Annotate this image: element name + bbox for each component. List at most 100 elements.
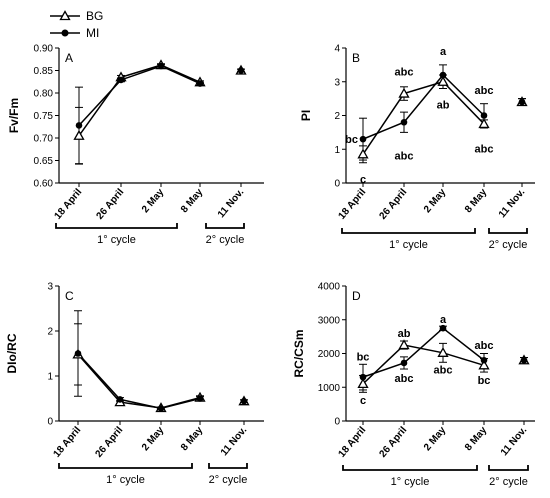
x-tick-label: 2 May: [422, 187, 449, 216]
x-tick-label: 18 April: [337, 187, 369, 222]
chart-panel-b: 0 1 2 3 4 PI 18 April 26 April 2 May 8 May 11 Nov.…: [299, 44, 535, 251]
point-bg: [437, 346, 449, 357]
y-tick-label: 1: [47, 372, 53, 383]
significance-label: abc: [434, 365, 453, 377]
point-mi: [117, 76, 125, 84]
cycle-bracket-1: [342, 465, 478, 471]
significance-label: c: [360, 174, 366, 186]
point-mi: [240, 397, 248, 405]
point-mi: [74, 350, 82, 357]
significance-label: ab: [398, 328, 411, 340]
y-tick-label: 2: [334, 111, 340, 122]
significance-label: a: [440, 314, 447, 326]
x-tick-label: 18 April: [52, 425, 84, 460]
x-tick-label: 18 April: [337, 425, 369, 460]
legend-label: MI: [86, 26, 99, 40]
point-mi: [359, 135, 367, 143]
cycle-bracket-2: [208, 463, 248, 469]
y-tick-label: 0.85: [34, 66, 54, 77]
x-tick-label: 2 May: [422, 425, 449, 454]
point-bg: [437, 75, 449, 86]
x-tick-label: 26 April: [378, 425, 410, 460]
series-line-bg: [362, 344, 485, 385]
point-mi: [75, 122, 83, 129]
x-tick-label: 11 Nov.: [499, 425, 530, 458]
x-tick-label: 26 April: [94, 425, 126, 460]
cycle-label: 2° cycle: [489, 476, 528, 488]
y-tick-label: 0.65: [34, 156, 54, 167]
point-mi: [157, 405, 165, 412]
cycle-label: 1° cycle: [97, 234, 136, 246]
y-tick-label: 4: [334, 44, 340, 55]
point-bg: [398, 87, 410, 98]
y-tick-label: 0: [47, 417, 53, 428]
series-line-mi: [362, 73, 485, 140]
point-mi: [359, 373, 367, 381]
point-bg: [357, 378, 369, 389]
y-tick-label: 0.80: [34, 89, 54, 100]
cycle-bracket-2: [205, 223, 245, 229]
y-axis-label: RC/CSm: [292, 329, 306, 377]
x-tick-label: 26 April: [95, 187, 127, 222]
significance-label: abc: [395, 150, 414, 162]
point-mi: [439, 324, 447, 332]
x-tick-label: 8 May: [463, 425, 490, 454]
y-tick-label: 0.90: [34, 44, 54, 55]
chart-panel-c: 0 1 2 3 DIo/RC 18 April 26 April 2 May 8 May 11 N…: [5, 282, 264, 486]
y-tick-label: 1: [334, 145, 340, 156]
cycle-label: 2° cycle: [489, 239, 528, 251]
y-tick-label: 0.75: [34, 111, 54, 122]
cycle-label: 2° cycle: [206, 234, 245, 246]
point-mi: [157, 62, 165, 70]
point-bg: [73, 129, 85, 140]
y-tick-label: 3: [334, 77, 340, 88]
x-tick-label: 11 Nov.: [219, 425, 250, 458]
point-bg: [478, 118, 490, 129]
y-tick-label: 4000: [318, 282, 341, 293]
x-tick-label: 2 May: [140, 425, 167, 454]
panel-label: D: [352, 289, 361, 303]
cycle-bracket-1: [58, 463, 193, 469]
cycle-label: 1° cycle: [389, 239, 428, 251]
x-tick-label: 18 April: [53, 187, 85, 222]
point-mi: [480, 112, 488, 119]
x-tick-label: 8 May: [179, 187, 206, 216]
y-tick-label: 3: [47, 282, 53, 293]
point-bg: [478, 359, 490, 370]
cycle-bracket-2: [488, 465, 529, 471]
y-axis-label: Fv/Fm: [7, 98, 21, 133]
y-axis-label: DIo/RC: [5, 333, 19, 373]
point-mi: [116, 396, 124, 403]
point-mi: [237, 67, 245, 74]
series-line-mi: [77, 352, 201, 410]
significance-label: abc: [475, 144, 494, 156]
point-mi: [196, 80, 204, 87]
series-line-bg: [78, 64, 201, 137]
cycle-label: 2° cycle: [209, 474, 248, 486]
significance-label: ab: [437, 100, 450, 112]
y-tick-label: 1000: [318, 383, 341, 394]
point-mi: [400, 359, 408, 367]
point-mi: [480, 356, 488, 364]
chart-panel-a: 0.60 0.65 0.70 0.75 0.80 0.85 0.90 Fv/Fm 18 Apri…: [7, 44, 264, 246]
x-tick-label: 8 May: [463, 187, 490, 216]
y-tick-label: 0.70: [34, 134, 54, 145]
y-tick-label: 0: [334, 179, 340, 190]
panel-label: A: [65, 51, 73, 65]
y-tick-label: 3000: [318, 315, 341, 326]
legend: BG MI: [50, 9, 103, 40]
significance-label: bc: [345, 134, 358, 146]
cycle-bracket-2: [488, 228, 528, 234]
y-tick-label: 2: [47, 327, 53, 338]
point-mi: [520, 356, 528, 364]
y-tick-label: 0.60: [34, 179, 54, 190]
significance-label: bc: [478, 375, 491, 387]
significance-label: abc: [395, 373, 414, 385]
panel-label: B: [352, 51, 360, 65]
panel-label: C: [65, 289, 74, 303]
point-bg: [398, 339, 410, 350]
significance-label: abc: [475, 85, 494, 97]
point-mi: [518, 98, 526, 106]
cycle-label: 1° cycle: [391, 476, 430, 488]
